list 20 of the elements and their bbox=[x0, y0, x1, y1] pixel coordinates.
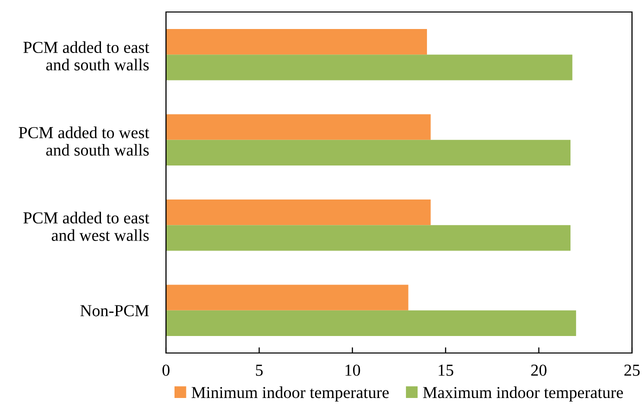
bar bbox=[166, 29, 427, 55]
x-tick-label: 10 bbox=[346, 364, 360, 376]
x-tick-label: 25 bbox=[624, 364, 640, 376]
x-tick-label: 15 bbox=[438, 364, 454, 376]
legend-label: Minimum indoor temperature bbox=[192, 386, 389, 402]
bar bbox=[166, 140, 570, 166]
x-tick-label: 20 bbox=[531, 364, 546, 376]
y-tick-label: PCM added to west and south walls bbox=[18, 126, 150, 156]
bar bbox=[166, 284, 408, 310]
bar bbox=[166, 114, 431, 140]
bar bbox=[166, 200, 431, 226]
legend-label: Maximum indoor temperature bbox=[423, 386, 623, 402]
y-tick-label: PCM added to east and south walls bbox=[23, 41, 150, 70]
bar bbox=[166, 310, 576, 336]
bar bbox=[166, 54, 572, 80]
y-tick-label: Non-PCM bbox=[80, 305, 149, 316]
x-tick-label: 0 bbox=[162, 364, 170, 376]
bar bbox=[166, 225, 570, 251]
y-tick-label: PCM added to east and west walls bbox=[23, 212, 150, 241]
x-tick-label: 5 bbox=[256, 364, 263, 376]
